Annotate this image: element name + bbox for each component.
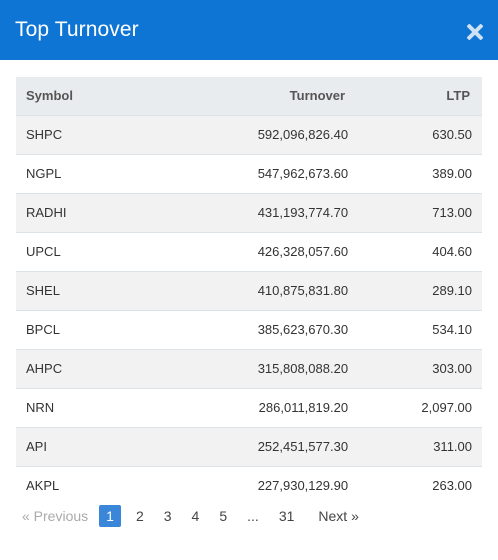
cell-turnover: 547,962,673.60 xyxy=(257,166,349,181)
cell-turnover: 315,808,088.20 xyxy=(257,361,349,376)
cell-turnover: 431,193,774.70 xyxy=(257,205,349,220)
cell-turnover: 410,875,831.80 xyxy=(257,283,349,298)
modal-title: Top Turnover xyxy=(15,18,139,41)
table-row: RADHI 431,193,774.70 713.00 xyxy=(16,193,482,232)
cell-ltp: 311.00 xyxy=(433,439,472,454)
cell-turnover: 592,096,826.40 xyxy=(257,127,349,142)
cell-ltp: 2,097.00 xyxy=(421,400,472,415)
table-row: SHEL 410,875,831.80 289.10 xyxy=(16,271,482,310)
pagination: « Previous 1 2 3 4 5 ... 31 Next » xyxy=(16,505,365,527)
close-icon[interactable] xyxy=(466,23,484,41)
cell-symbol: BPCL xyxy=(26,322,60,337)
page-3-button[interactable]: 3 xyxy=(163,508,172,524)
cell-ltp: 389.00 xyxy=(432,166,472,181)
cell-symbol: AHPC xyxy=(26,361,63,376)
table-row: NRN 286,011,819.20 2,097.00 xyxy=(16,388,482,427)
cell-symbol: UPCL xyxy=(26,244,61,259)
table-body: SHPC 592,096,826.40 630.50 NGPL 547,962,673.… xyxy=(16,115,482,505)
cell-turnover: 252,451,577.30 xyxy=(257,439,349,454)
cell-turnover: 286,011,819.20 xyxy=(258,400,349,415)
cell-turnover: 385,623,670.30 xyxy=(257,322,349,337)
cell-symbol: SHEL xyxy=(26,283,60,298)
table-row: NGPL 547,962,673.60 389.00 xyxy=(16,154,482,193)
table-row: BPCL 385,623,670.30 534.10 xyxy=(16,310,482,349)
turnover-table: Symbol Turnover LTP SHPC 592,096,826.40 63… xyxy=(16,77,482,505)
cell-turnover: 227,930,129.90 xyxy=(257,478,349,494)
cell-ltp: 534.10 xyxy=(432,322,472,337)
cell-symbol: API xyxy=(26,439,47,454)
table-row: AKPL 227,930,129.90 263.00 xyxy=(16,466,482,505)
cell-symbol: NRN xyxy=(26,400,55,415)
modal-header: Top Turnover xyxy=(0,0,498,60)
previous-page-button[interactable]: « Previous xyxy=(22,508,89,524)
table-row: UPCL 426,328,057.60 404.60 xyxy=(16,232,482,271)
next-page-button[interactable]: Next » xyxy=(318,508,359,524)
column-header-symbol: Symbol xyxy=(26,88,73,104)
table-row: API 252,451,577.30 311.00 xyxy=(16,427,482,466)
cell-symbol: SHPC xyxy=(26,127,63,142)
table-row: SHPC 592,096,826.40 630.50 xyxy=(16,115,482,154)
page-5-button[interactable]: 5 xyxy=(219,508,228,524)
cell-turnover: 426,328,057.60 xyxy=(257,244,349,259)
cell-ltp: 713.00 xyxy=(432,205,472,220)
table-header-row: Symbol Turnover LTP xyxy=(16,77,482,115)
cell-ltp: 289.10 xyxy=(432,283,472,298)
pagination-ellipsis: ... xyxy=(247,508,259,524)
page-31-button[interactable]: 31 xyxy=(278,508,295,524)
cell-ltp: 630.50 xyxy=(432,127,472,142)
cell-ltp: 404.60 xyxy=(432,244,472,259)
cell-symbol: NGPL xyxy=(26,166,62,181)
turnover-table-container: Symbol Turnover LTP SHPC 592,096,826.40 63… xyxy=(16,77,482,505)
column-header-turnover: Turnover xyxy=(289,88,346,104)
page-2-button[interactable]: 2 xyxy=(135,508,144,524)
page-4-button[interactable]: 4 xyxy=(191,508,200,524)
page-1-button[interactable]: 1 xyxy=(99,505,121,527)
cell-ltp: 263.00 xyxy=(432,478,472,494)
table-row: AHPC 315,808,088.20 303.00 xyxy=(16,349,482,388)
cell-symbol: RADHI xyxy=(26,205,67,220)
cell-symbol: AKPL xyxy=(26,478,60,494)
cell-ltp: 303.00 xyxy=(432,361,472,376)
column-header-ltp: LTP xyxy=(446,88,470,104)
